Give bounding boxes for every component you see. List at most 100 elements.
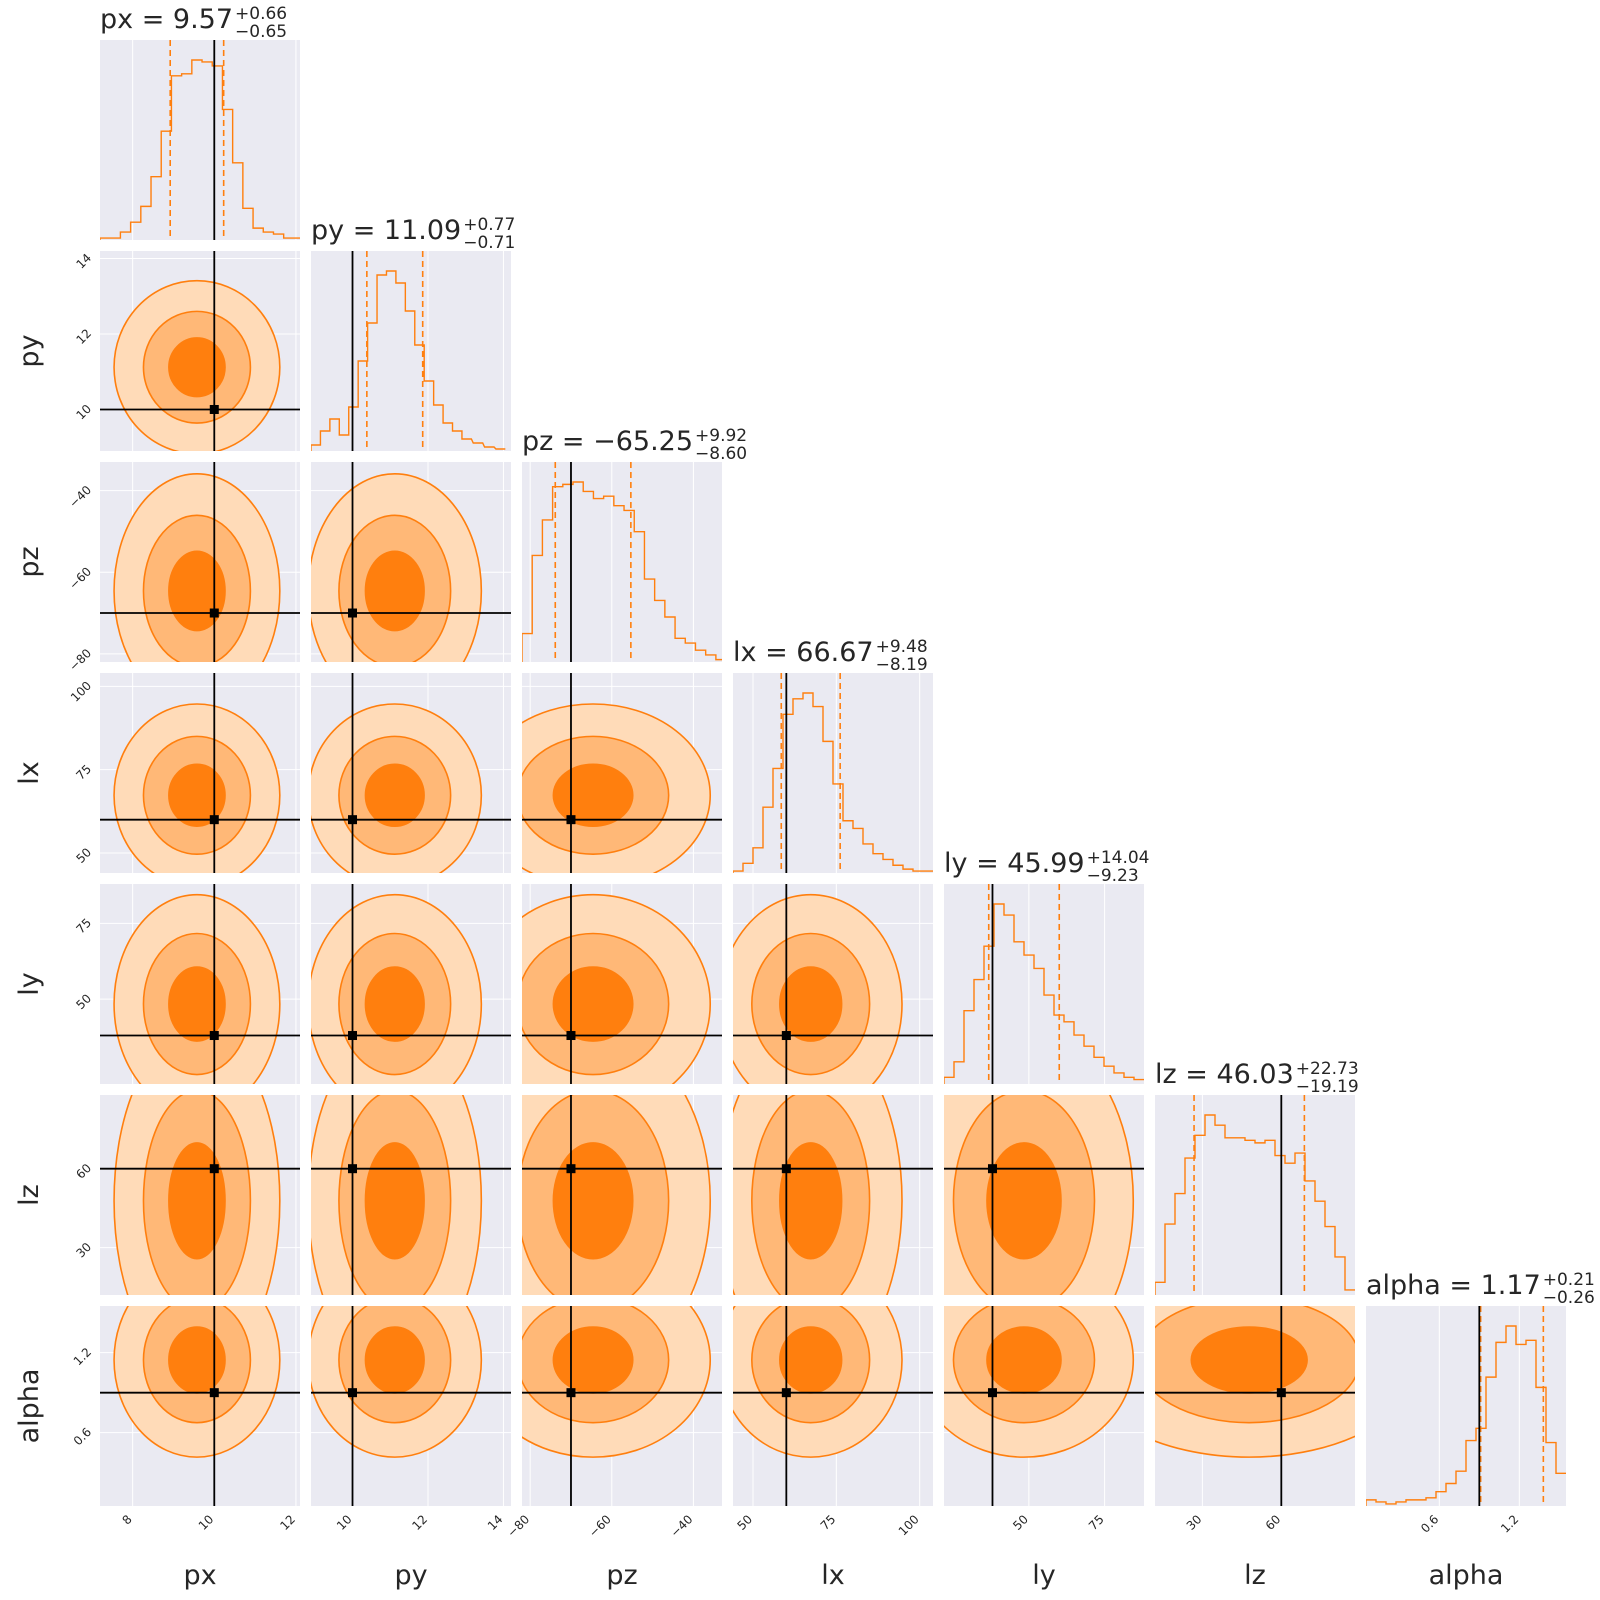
x-axis-label-alpha: alpha bbox=[1429, 1560, 1504, 1591]
contour-1-sigma bbox=[364, 763, 425, 828]
contour-panel-px-lx bbox=[100, 673, 300, 873]
y-axis-label-lz: lz bbox=[14, 1184, 45, 1206]
y-tick-label: 100 bbox=[68, 679, 94, 705]
truth-marker bbox=[209, 815, 219, 825]
panel-title-py: py = 11.09 bbox=[311, 215, 461, 246]
title-error-minus: −0.65 bbox=[235, 22, 287, 42]
contour-1-sigma bbox=[364, 966, 425, 1042]
x-tick-label: 75 bbox=[1086, 1512, 1107, 1533]
contour-panel-pz-lx bbox=[522, 673, 722, 873]
truth-marker bbox=[781, 1031, 791, 1041]
x-axis-label-pz: pz bbox=[606, 1560, 637, 1591]
truth-marker bbox=[348, 608, 358, 618]
truth-marker bbox=[566, 1388, 576, 1398]
histogram-step-ly bbox=[944, 903, 1144, 1084]
y-axis-label-pz: pz bbox=[14, 546, 45, 577]
contour-panel-px-alpha bbox=[100, 1306, 300, 1506]
contour-1-sigma bbox=[1190, 1326, 1308, 1394]
hist-panel-lz: lz = 46.03 +22.73−19.19 bbox=[1155, 1059, 1359, 1295]
contour-panel-px-ly bbox=[100, 884, 300, 1084]
y-axis-label-py: py bbox=[14, 334, 45, 367]
contour-panel-py-alpha bbox=[311, 1306, 511, 1506]
hist-panel-ly: ly = 45.99 +14.04−9.23 bbox=[944, 848, 1150, 1084]
truth-marker bbox=[348, 1164, 358, 1174]
truth-marker bbox=[209, 1164, 219, 1174]
x-axis-label-px: px bbox=[183, 1560, 216, 1591]
truth-marker bbox=[566, 815, 576, 825]
contour-1-sigma bbox=[778, 1142, 843, 1260]
truth-marker bbox=[209, 608, 219, 618]
y-axis-label-lx: lx bbox=[14, 761, 45, 785]
title-error-minus: −9.23 bbox=[1087, 866, 1139, 886]
contour-panel-px-py bbox=[100, 251, 300, 451]
title-error-minus: −8.60 bbox=[695, 444, 747, 464]
panel-title-lz: lz = 46.03 bbox=[1155, 1059, 1294, 1090]
title-error-minus: −0.71 bbox=[463, 233, 515, 253]
histogram-step-px bbox=[100, 59, 300, 240]
panel-title-px: px = 9.57 bbox=[100, 4, 233, 35]
y-tick-label: 0.6 bbox=[71, 1425, 94, 1448]
y-tick-label: −60 bbox=[66, 564, 94, 592]
contour-panel-py-pz bbox=[311, 462, 511, 662]
contour-panel-py-lx bbox=[311, 673, 511, 873]
contour-1-sigma bbox=[168, 763, 226, 828]
truth-marker bbox=[209, 1388, 219, 1398]
truth-marker bbox=[566, 1031, 576, 1041]
title-error-minus: −0.26 bbox=[1543, 1288, 1595, 1308]
y-tick-label: 75 bbox=[73, 762, 94, 783]
x-tick-label: 30 bbox=[1184, 1512, 1205, 1533]
y-tick-label: 12 bbox=[73, 326, 94, 347]
truth-marker bbox=[1276, 1388, 1286, 1398]
y-tick-label: 30 bbox=[73, 1240, 94, 1261]
histogram-step-py bbox=[311, 270, 506, 451]
contour-1-sigma bbox=[168, 337, 226, 398]
contour-1-sigma bbox=[168, 966, 226, 1042]
contour-1-sigma bbox=[552, 1142, 634, 1260]
contour-panel-ly-alpha bbox=[944, 1306, 1144, 1506]
contour-panel-pz-ly bbox=[522, 884, 722, 1084]
contour-panel-px-lz bbox=[100, 1095, 300, 1295]
contour-1-sigma bbox=[168, 1142, 226, 1260]
histogram-step-pz bbox=[522, 481, 722, 662]
x-axis-label-ly: ly bbox=[1032, 1560, 1056, 1591]
panel-title-ly: ly = 45.99 bbox=[944, 848, 1085, 879]
panel-title-pz: pz = −65.25 bbox=[522, 426, 693, 457]
y-tick-label: 1.2 bbox=[71, 1345, 94, 1368]
truth-marker bbox=[348, 1388, 358, 1398]
x-tick-label: 12 bbox=[409, 1512, 430, 1533]
contour-panel-ly-lz bbox=[944, 1095, 1144, 1295]
title-error-plus: +0.66 bbox=[235, 4, 287, 24]
title-error-minus: −19.19 bbox=[1296, 1077, 1359, 1097]
histogram-step-lx bbox=[733, 692, 933, 873]
x-tick-label: 50 bbox=[734, 1512, 755, 1533]
panel-background bbox=[311, 251, 511, 451]
y-tick-label: −80 bbox=[66, 646, 94, 674]
contour-panel-pz-lz bbox=[522, 1095, 722, 1295]
x-tick-label: 75 bbox=[818, 1512, 839, 1533]
y-tick-label: 50 bbox=[73, 991, 94, 1012]
x-axis-label-lz: lz bbox=[1244, 1560, 1266, 1591]
contour-1-sigma bbox=[986, 1142, 1062, 1260]
x-tick-label: 14 bbox=[485, 1512, 506, 1533]
contour-panel-lz-alpha bbox=[1155, 1306, 1355, 1506]
truth-marker bbox=[566, 1164, 576, 1174]
contour-1-sigma bbox=[168, 550, 226, 632]
panel-title-lx: lx = 66.67 bbox=[733, 637, 874, 668]
y-tick-label: 60 bbox=[73, 1161, 94, 1182]
hist-panel-px: px = 9.57 +0.66−0.65 bbox=[100, 4, 300, 240]
truth-marker bbox=[781, 1388, 791, 1398]
contour-1-sigma bbox=[778, 1326, 843, 1394]
panel-title-alpha: alpha = 1.17 bbox=[1366, 1270, 1541, 1301]
hist-panel-py: py = 11.09 +0.77−0.71 bbox=[311, 215, 515, 451]
contour-1-sigma bbox=[986, 1326, 1062, 1394]
title-error-plus: +0.77 bbox=[463, 215, 515, 235]
x-tick-label: 12 bbox=[277, 1512, 298, 1533]
title-error-plus: +14.04 bbox=[1087, 848, 1150, 868]
x-tick-label: 10 bbox=[196, 1512, 217, 1533]
truth-marker bbox=[987, 1388, 997, 1398]
contour-1-sigma bbox=[364, 1326, 425, 1394]
contour-1-sigma bbox=[552, 1326, 634, 1394]
hist-panel-pz: pz = −65.25 +9.92−8.60 bbox=[522, 426, 747, 662]
panel-background bbox=[1366, 1306, 1566, 1506]
panel-background bbox=[1155, 1095, 1355, 1295]
